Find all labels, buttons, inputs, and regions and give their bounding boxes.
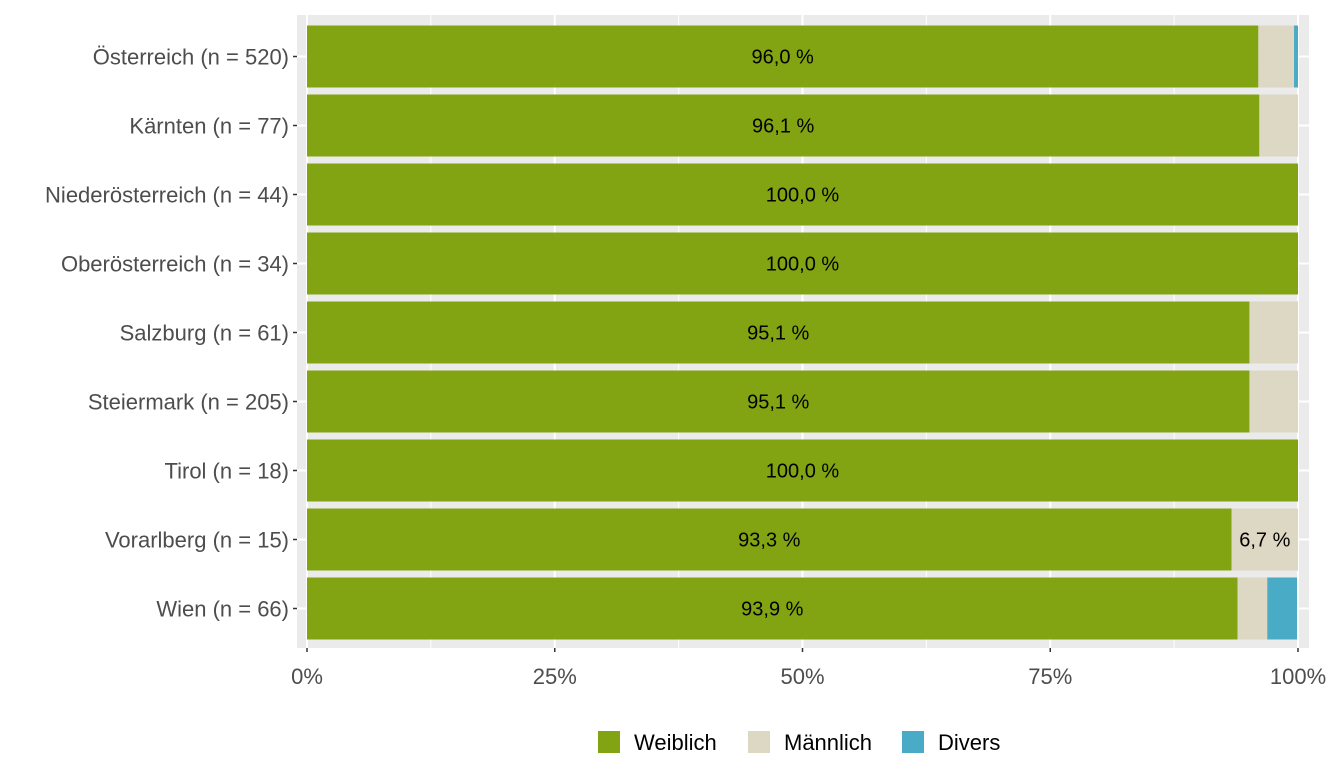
category-label: Vorarlberg (n = 15) <box>105 528 289 553</box>
data-label: 100,0 % <box>766 254 840 276</box>
category-label: Niederösterreich (n = 44) <box>45 183 289 208</box>
bar-segment <box>1258 25 1295 88</box>
x-tick-label: 0% <box>291 664 323 689</box>
category-label: Steiermark (n = 205) <box>88 390 289 415</box>
legend-key <box>902 731 924 753</box>
legend-label: Weiblich <box>634 730 717 755</box>
x-tick-label: 100% <box>1270 664 1326 689</box>
legend-label: Divers <box>938 730 1000 755</box>
bars <box>307 25 1298 640</box>
bar-segment <box>307 163 1298 226</box>
bar-segment <box>307 370 1250 433</box>
data-label: 96,0 % <box>752 47 814 69</box>
data-label: 93,3 % <box>738 530 800 552</box>
data-label: 100,0 % <box>766 461 840 483</box>
bar-segment <box>307 94 1260 157</box>
bar-segment <box>1231 508 1298 571</box>
data-label: 93,9 % <box>741 599 803 621</box>
legend-label: Männlich <box>784 730 872 755</box>
data-label: 95,1 % <box>747 323 809 345</box>
bar-segment <box>1249 370 1298 433</box>
bar-segment <box>1294 25 1298 88</box>
category-label: Salzburg (n = 61) <box>120 321 289 346</box>
bar-segment <box>1259 94 1298 157</box>
x-tick-label: 75% <box>1028 664 1072 689</box>
legend: Weiblich Männlich Divers <box>598 730 1000 755</box>
bar-segment <box>1267 577 1298 640</box>
data-label: 6,7 % <box>1239 530 1290 552</box>
bar-segment <box>307 232 1298 295</box>
bar-segment <box>1249 301 1298 364</box>
category-label: Tirol (n = 18) <box>164 459 289 484</box>
bar-segment <box>1237 577 1268 640</box>
x-tick-label: 50% <box>780 664 824 689</box>
legend-key <box>748 731 770 753</box>
legend-key <box>598 731 620 753</box>
bar-segment <box>307 577 1238 640</box>
bar-segment <box>307 508 1232 571</box>
y-axis: Österreich (n = 520) Kärnten (n = 77) Nied… <box>45 45 297 622</box>
category-label: Kärnten (n = 77) <box>129 114 289 139</box>
category-label: Österreich (n = 520) <box>93 45 289 70</box>
x-tick-label: 25% <box>533 664 577 689</box>
x-axis: 0% 25% 50% 75% 100% <box>291 648 1326 689</box>
bar-segment <box>307 439 1298 502</box>
data-labels: 96,0 % 96,1 % 100,0 % 100,0 % 95,1 % 95,1 % 10… <box>738 47 1290 621</box>
bar-segment <box>307 301 1250 364</box>
category-label: Oberösterreich (n = 34) <box>61 252 289 277</box>
bar-segment <box>307 25 1259 88</box>
data-label: 96,1 % <box>752 116 814 138</box>
data-label: 100,0 % <box>766 185 840 207</box>
data-label: 95,1 % <box>747 392 809 414</box>
category-label: Wien (n = 66) <box>156 597 289 622</box>
